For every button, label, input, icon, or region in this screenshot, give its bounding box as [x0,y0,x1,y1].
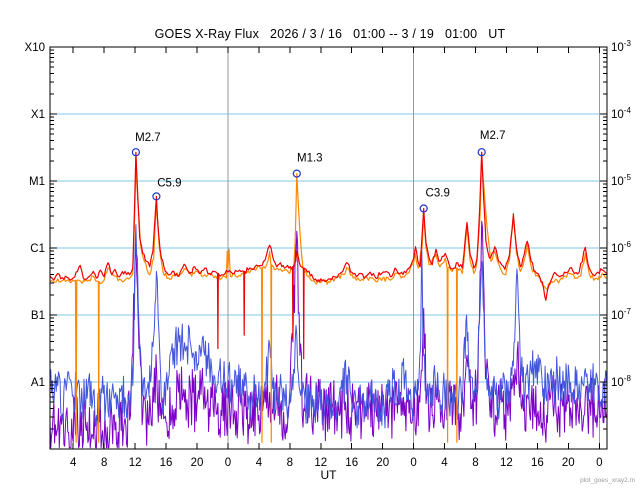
hour-tick-label: 4 [256,457,263,469]
flux-class-label: A1 [31,377,45,389]
flare-label: M2.7 [135,132,161,144]
hour-tick-label: 20 [191,457,204,469]
flare-peak-marker [152,192,161,201]
script-filename: plot_goes_xray2.m [580,477,635,484]
flux-power-label: 10-5 [611,173,631,188]
chart-title: GOES X-Ray Flux 2026 / 3 / 16 01:00 -- 3… [154,27,506,41]
hour-tick-label: 16 [160,457,173,469]
series-xray-long-primary [50,151,607,360]
flux-power-label: 10-6 [611,240,631,255]
hour-tick-label: 0 [596,457,602,469]
series-group [50,151,607,449]
flare-peak-marker [477,148,486,157]
hour-tick-label: 20 [376,457,389,469]
flux-power-label: 10-8 [611,374,631,389]
series-xray-short-primary [50,224,607,429]
flux-class-label: X1 [31,109,45,121]
hour-tick-label: 16 [345,457,358,469]
hour-tick-label: 12 [500,457,513,469]
hour-tick-label: 0 [225,457,231,469]
x-axis-label: UT [320,468,337,482]
flare-peak-marker [292,169,301,178]
flux-class-label: M1 [29,176,45,188]
hour-tick-label: 12 [129,457,142,469]
flux-class-label: C1 [30,243,45,255]
hour-tick-label: 4 [441,457,448,469]
series-xray-short-secondary [50,220,607,449]
flare-peak-marker [419,204,428,213]
flux-power-label: 10-7 [611,307,631,322]
flare-label: M1.3 [297,153,323,165]
hour-tick-label: 0 [410,457,416,469]
flux-power-label: 10-3 [611,39,631,54]
hour-tick-label: 8 [287,457,293,469]
flare-label: C5.9 [157,177,181,189]
flux-class-label: X10 [25,42,45,54]
hour-tick-label: 16 [531,457,544,469]
hour-tick-label: 20 [562,457,575,469]
flux-class-label: B1 [31,310,45,322]
flux-power-label: 10-4 [611,106,631,121]
flare-label: M2.7 [480,130,506,142]
hour-tick-label: 8 [472,457,478,469]
hour-tick-label: 4 [70,457,77,469]
flare-peak-marker [131,148,140,157]
hour-tick-label: 8 [101,457,107,469]
hour-tick-label: 12 [314,457,327,469]
flare-label: C3.9 [426,188,450,200]
